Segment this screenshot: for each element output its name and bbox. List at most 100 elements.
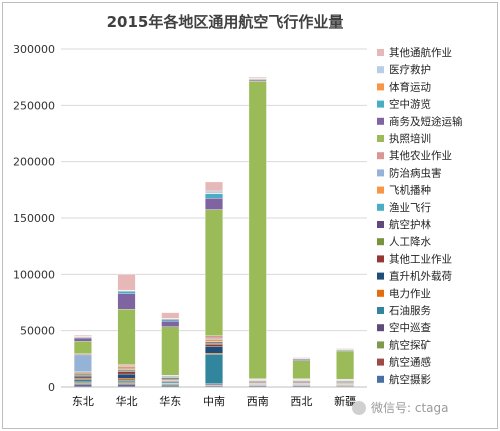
- legend-swatch: [377, 341, 384, 349]
- y-tick-label: 250000: [13, 99, 55, 112]
- legend-label: 航空护林: [389, 218, 431, 231]
- legend-label: 石油服务: [389, 304, 431, 317]
- legend-label: 飞机播种: [389, 184, 431, 197]
- bar-segment: [205, 181, 223, 192]
- x-tick-label: 中南: [203, 395, 225, 408]
- legend-swatch: [377, 186, 384, 194]
- bar-segment: [117, 382, 136, 384]
- bar-segment: [292, 356, 311, 358]
- bar-segment: [73, 374, 92, 376]
- legend-label: 商务及短途运输: [389, 115, 463, 128]
- bar-segment: [248, 77, 267, 79]
- bar-segment: [73, 383, 92, 385]
- legend-swatch: [377, 375, 384, 383]
- legend-label: 其他通航作业: [389, 46, 452, 59]
- watermark: 微信号: ctaga: [352, 401, 449, 415]
- legend-label: 人工降水: [389, 235, 431, 248]
- bar-segment: [117, 380, 136, 382]
- bar-segment: [205, 344, 223, 347]
- bar-segment: [73, 377, 92, 380]
- legend-label: 医疗救护: [389, 63, 431, 76]
- legend-swatch: [377, 221, 384, 228]
- legend-swatch: [377, 117, 384, 125]
- bar-segment: [205, 209, 223, 336]
- legend-swatch: [377, 83, 384, 91]
- bar-segment: [336, 347, 355, 349]
- legend-swatch: [377, 238, 384, 246]
- bar-segment: [336, 350, 355, 380]
- chart-title: 2015年各地区通用航空飞行作业量: [107, 13, 344, 31]
- bar-segment: [73, 341, 92, 354]
- bar-segment: [161, 312, 180, 319]
- legend-label: 执照培训: [389, 132, 431, 145]
- legend-label: 航空探矿: [389, 338, 431, 351]
- legend-label: 其他工业作业: [389, 252, 452, 265]
- y-tick-label: 200000: [13, 156, 55, 169]
- bar-segment: [73, 354, 92, 372]
- legend-label: 渔业飞行: [389, 201, 431, 214]
- legend-swatch: [377, 203, 384, 211]
- legend-swatch: [377, 100, 384, 108]
- y-tick-label: 50000: [20, 325, 55, 338]
- x-tick-label: 西南: [247, 395, 269, 408]
- bar-segment: [73, 382, 92, 384]
- legend-label: 体育运动: [389, 80, 431, 93]
- bar-segment: [117, 309, 136, 365]
- bar-segment: [73, 353, 92, 356]
- legend-swatch: [377, 66, 384, 74]
- legend-label: 其他农业作业: [389, 149, 452, 162]
- bar-segment: [73, 375, 92, 378]
- bar-segment: [161, 326, 180, 376]
- bar-segment: [117, 381, 136, 383]
- legend-label: 航空摄影: [389, 373, 431, 386]
- legend-label: 航空通感: [389, 356, 431, 369]
- x-tick-label: 新疆: [334, 394, 356, 408]
- bar-segment: [292, 360, 311, 379]
- legend-swatch: [377, 307, 384, 314]
- bar-segment: [117, 365, 136, 367]
- chart-svg: 2015年各地区通用航空飞行作业量 0 50000 100000 150000 2000…: [13, 13, 463, 415]
- legend-swatch: [377, 169, 384, 177]
- legend-label: 空中游览: [389, 98, 431, 111]
- bar-segment: [73, 371, 92, 374]
- bar-segment: [117, 370, 136, 372]
- bar-segment: [117, 378, 136, 381]
- legend-swatch: [377, 358, 384, 366]
- x-tick-label: 华北: [116, 394, 138, 408]
- bar-segment: [161, 320, 180, 327]
- legend-swatch: [377, 255, 384, 263]
- legend-swatch: [377, 272, 384, 280]
- bar-segment: [73, 335, 92, 337]
- legend-label: 直升机外载荷: [389, 270, 452, 283]
- bar-segment: [161, 378, 180, 381]
- bar-segment: [205, 346, 223, 354]
- bar-segment: [117, 366, 136, 370]
- bar-segment: [117, 293, 136, 310]
- x-tick-label: 西北: [290, 395, 312, 408]
- x-tick-label: 东北: [72, 395, 94, 408]
- y-tick-label: 100000: [13, 268, 55, 281]
- bar-segment: [73, 337, 92, 342]
- bar-segment: [205, 198, 223, 210]
- bar-segment: [205, 338, 223, 342]
- bar-segment: [117, 364, 136, 366]
- legend-swatch: [377, 135, 384, 142]
- bar-segment: [117, 383, 136, 385]
- y-tick-label: 0: [48, 381, 55, 394]
- bar-segment: [205, 190, 223, 194]
- bar-segment: [117, 291, 136, 294]
- legend-swatch: [377, 152, 384, 160]
- bar-segment: [117, 373, 136, 379]
- legend-swatch: [377, 324, 384, 332]
- legend-swatch: [377, 289, 384, 297]
- y-tick-label: 150000: [13, 212, 55, 225]
- y-tick-label: 300000: [13, 43, 55, 56]
- bar-segment: [205, 342, 223, 345]
- bar-segment: [73, 376, 92, 379]
- watermark-text: 微信号: ctaga: [371, 401, 449, 415]
- legend-label: 防治病虫害: [389, 166, 442, 179]
- bar-segment: [73, 378, 92, 382]
- legend-label: 电力作业: [389, 287, 431, 300]
- bar-segment: [117, 371, 136, 375]
